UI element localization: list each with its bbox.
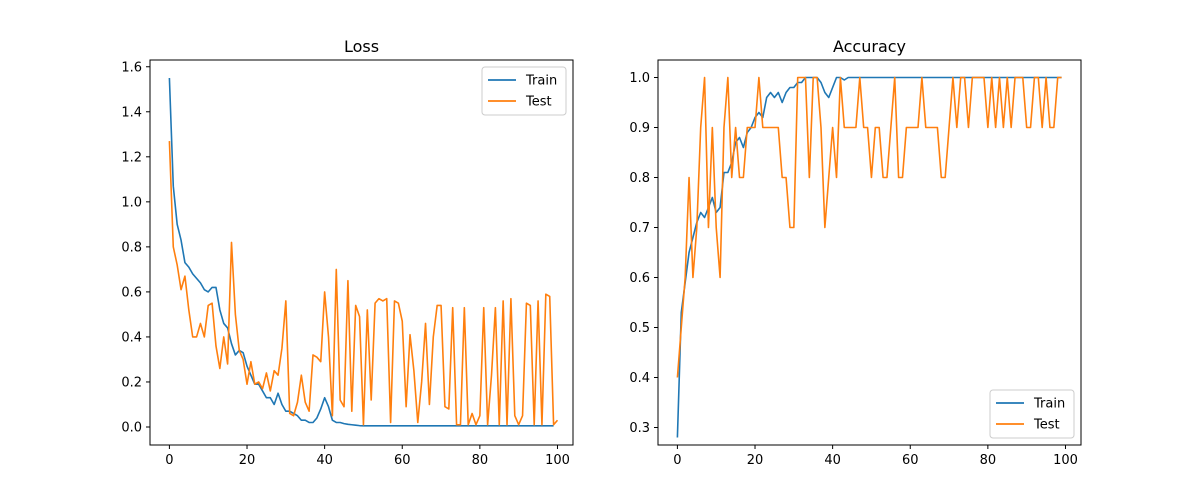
x-tick-label: 40	[316, 453, 333, 468]
y-tick-label: 0.9	[629, 121, 650, 136]
legend: Train Test	[989, 389, 1075, 439]
x-tick-label: 80	[472, 453, 489, 468]
y-tick-label: 1.0	[121, 195, 142, 210]
legend-frame	[989, 389, 1075, 439]
y-tick-label: 0.5	[629, 321, 650, 336]
y-tick-label: 0.6	[629, 271, 650, 286]
series-line-test	[676, 76, 1062, 378]
axes-frame	[657, 59, 1082, 446]
chart-title: Accuracy	[833, 37, 906, 56]
x-tick-label: 60	[394, 453, 411, 468]
y-tick-label: 1.4	[121, 105, 142, 120]
series-line-train	[168, 77, 554, 427]
y-tick-label: 0.2	[121, 375, 142, 390]
loss-plot: Loss 0 20 40 60 80 100 0.0 0.2 0.4 0.6 0.8 1.0 1.2 1.4…	[121, 37, 574, 468]
legend-frame	[481, 66, 567, 116]
series-line-train	[676, 76, 1062, 438]
y-tick-label: 1.2	[121, 150, 142, 165]
legend-label: Train	[1033, 397, 1065, 412]
y-tick-label: 1.6	[121, 60, 142, 75]
x-tick-label: 60	[902, 453, 919, 468]
y-tick-label: 1.0	[629, 71, 650, 86]
series-line-test	[168, 141, 559, 426]
x-tick-label: 20	[747, 453, 764, 468]
chart-title: Loss	[344, 37, 379, 56]
x-tick-label: 0	[673, 453, 681, 468]
y-tick-label: 0.0	[121, 420, 142, 435]
y-tick-label: 0.8	[121, 240, 142, 255]
x-tick-label: 40	[824, 453, 841, 468]
x-tick-label: 80	[980, 453, 997, 468]
axes-frame	[149, 59, 574, 446]
x-tick-label: 20	[239, 453, 256, 468]
x-tick-label: 100	[545, 453, 570, 468]
x-tick-label: 0	[165, 453, 173, 468]
x-tick-label: 100	[1053, 453, 1078, 468]
y-tick-label: 0.4	[121, 330, 142, 345]
accuracy-plot: Accuracy 0 20 40 60 80 100 0.3 0.4 0.5 0.6 0.7 0.8 0.…	[629, 37, 1082, 468]
legend: Train Test	[481, 66, 567, 116]
y-tick-label: 0.3	[629, 421, 650, 436]
legend-label: Test	[1033, 418, 1060, 433]
y-tick-label: 0.7	[629, 221, 650, 236]
legend-label: Test	[525, 95, 552, 110]
legend-label: Train	[525, 74, 557, 89]
y-tick-label: 0.8	[629, 171, 650, 186]
y-tick-label: 0.6	[121, 285, 142, 300]
y-tick-label: 0.4	[629, 371, 650, 386]
